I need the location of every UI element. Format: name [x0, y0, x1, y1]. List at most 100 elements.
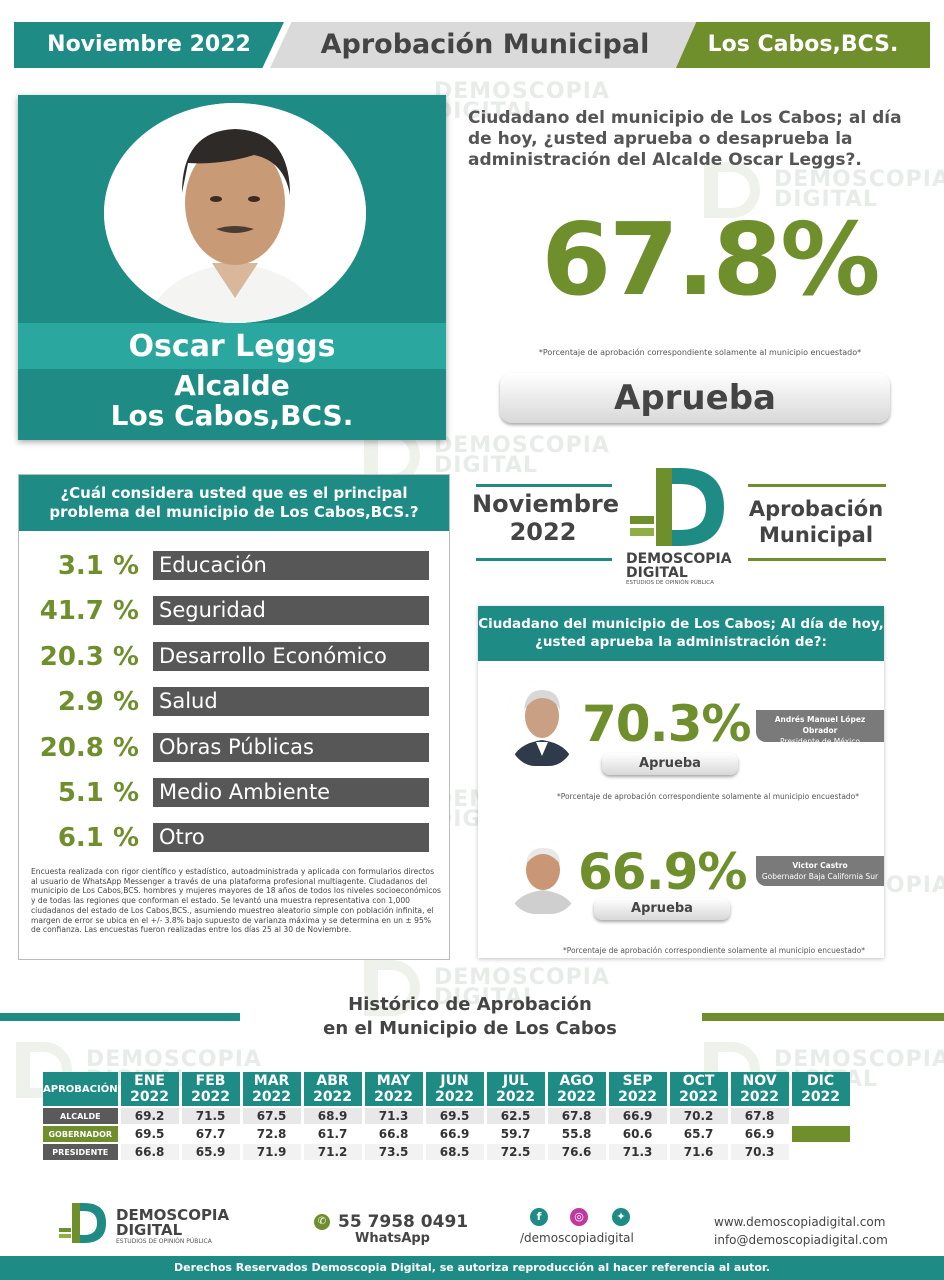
problem-label: Educación: [153, 551, 429, 580]
president-name: Andrés Manuel López Obrador: [774, 715, 866, 735]
problem-label: Otro: [153, 823, 429, 852]
history-cell: 69.2: [120, 1108, 179, 1124]
problem-row: 5.1 % Medio Ambiente: [19, 778, 449, 808]
logo-name2: DIGITAL: [626, 565, 688, 581]
divider: [748, 484, 886, 487]
president-note: *Porcentaje de aprobación correspondient…: [556, 792, 860, 801]
logo-d-icon: [630, 468, 724, 546]
footer-contact: www.demoscopiadigital.com info@demoscopi…: [714, 1213, 888, 1249]
problem-pct: 2.9 %: [57, 687, 139, 717]
problem-label: Seguridad: [153, 596, 429, 625]
main-approval-note: *Porcentaje de aprobación correspondient…: [538, 348, 862, 357]
history-title-line2: en el Municipio de Los Cabos: [323, 1018, 617, 1039]
history-row-alcalde: ALCALDE 69.2 71.5 67.5 68.9 71.3 69.5 62…: [43, 1108, 850, 1124]
history-cell: 55.8: [547, 1126, 606, 1142]
history-cell: 71.9: [242, 1144, 301, 1160]
history-cell: 67.7: [181, 1126, 240, 1142]
footer-logo-name1: DEMOSCOPIA: [116, 1206, 230, 1224]
history-corner: APROBACIÓN: [43, 1072, 118, 1106]
footer-website[interactable]: www.demoscopiadigital.com: [714, 1215, 886, 1229]
main-approval-value: 67.8%: [541, 201, 881, 318]
history-month: NOV 2022: [730, 1072, 789, 1106]
governor-note: *Porcentaje de aprobación correspondient…: [562, 946, 866, 955]
president-photo: [508, 680, 576, 766]
problem-label: Medio Ambiente: [153, 778, 429, 807]
logo-name1: DEMOSCOPIA: [626, 551, 732, 567]
history-cell: 67.8: [547, 1108, 606, 1124]
history-cell: 72.5: [486, 1144, 545, 1160]
history-month: ABR 2022: [303, 1072, 362, 1106]
instagram-icon[interactable]: ◎: [570, 1208, 588, 1226]
brand-date-line2: 2022: [509, 518, 577, 546]
problem-label: Salud: [153, 687, 429, 716]
history-month: FEB 2022: [181, 1072, 240, 1106]
main-approval-label: Aprueba: [500, 373, 890, 423]
history-cell: 66.8: [120, 1144, 179, 1160]
mayor-photo: [104, 103, 366, 323]
governor-name: Victor Castro: [792, 861, 848, 870]
main-question: Ciudadano del municipio de Los Cabos; al…: [468, 108, 902, 170]
history-cell: [791, 1108, 850, 1124]
history-rule-right: [702, 1013, 944, 1021]
name-band: [18, 323, 446, 369]
history-header-row: APROBACIÓN ENE 2022 FEB 2022 MAR 2022 AB…: [43, 1072, 850, 1106]
history-cell: 71.5: [181, 1108, 240, 1124]
problem-row: 41.7 % Seguridad: [19, 596, 449, 626]
president-role: Presidente de México: [780, 737, 860, 746]
history-month: JUL 2022: [486, 1072, 545, 1106]
governor-pct: 66.9%: [578, 843, 747, 901]
footer-email[interactable]: info@demoscopiadigital.com: [714, 1233, 888, 1247]
brand-title-line2: Municipal: [758, 523, 874, 547]
problem-pct: 6.1 %: [57, 823, 139, 853]
footer-social-handle[interactable]: /demoscopiadigital: [520, 1231, 634, 1245]
history-cell: 72.8: [242, 1126, 301, 1142]
brand-date: Noviembre 2022: [472, 490, 619, 546]
history-cell: 59.7: [486, 1126, 545, 1142]
role-line2: Los Cabos,BCS.: [110, 399, 354, 432]
history-cell: 62.5: [486, 1108, 545, 1124]
governor-namebox: Victor Castro Gobernador Baja California…: [756, 856, 884, 886]
problem-label: Desarrollo Económico: [153, 642, 429, 671]
role-line1: Alcalde: [174, 369, 290, 402]
footer-logo-d-icon: [59, 1203, 106, 1243]
problems-question: ¿Cuál considera usted que es el principa…: [19, 475, 449, 531]
brand-title: Aprobación Municipal: [742, 496, 890, 548]
footer-whatsapp-label: WhatsApp: [355, 1231, 430, 1246]
president-approve-label: Aprueba: [602, 753, 738, 775]
comparison-panel: Ciudadano del municipio de Los Cabos; Al…: [478, 606, 884, 958]
history-title-line1: Histórico de Aprobación: [348, 994, 592, 1015]
history-table: APROBACIÓN ENE 2022 FEB 2022 MAR 2022 AB…: [40, 1070, 853, 1162]
history-month: MAR 2022: [242, 1072, 301, 1106]
history-cell: 71.2: [303, 1144, 362, 1160]
history-month: OCT 2022: [669, 1072, 728, 1106]
history-cell: 65.9: [181, 1144, 240, 1160]
president-namebox: Andrés Manuel López Obrador Presidente d…: [756, 710, 884, 746]
header-location: Los Cabos,BCS.: [676, 22, 930, 68]
history-row-label: GOBERNADOR: [43, 1126, 118, 1142]
history-cell: 66.9: [608, 1108, 667, 1124]
history-cell: 69.5: [120, 1126, 179, 1142]
methodology-note: Encuesta realizada con rigor científico …: [31, 867, 441, 935]
history-cell: 70.3: [730, 1144, 789, 1160]
history-cell: 71.6: [669, 1144, 728, 1160]
header-date: Noviembre 2022: [14, 22, 284, 68]
history-cell: 61.7: [303, 1126, 362, 1142]
history-cell: 68.9: [303, 1108, 362, 1124]
problem-pct: 5.1 %: [57, 778, 139, 808]
history-month: DIC 2022: [791, 1072, 850, 1106]
history-title: Histórico de Aprobación en el Municipio …: [300, 993, 640, 1041]
divider: [748, 558, 886, 561]
governor-approve-label: Aprueba: [594, 898, 730, 920]
history-cell: 60.6: [608, 1126, 667, 1142]
problem-pct: 20.3 %: [39, 642, 139, 672]
president-pct: 70.3%: [582, 695, 751, 753]
facebook-icon[interactable]: f: [530, 1208, 548, 1226]
history-cell: 66.9: [425, 1126, 484, 1142]
mayor-name: Oscar Leggs: [128, 329, 336, 364]
history-cell: 67.8: [730, 1108, 789, 1124]
twitter-icon[interactable]: ✦: [612, 1208, 630, 1226]
problem-row: 2.9 % Salud: [19, 687, 449, 717]
